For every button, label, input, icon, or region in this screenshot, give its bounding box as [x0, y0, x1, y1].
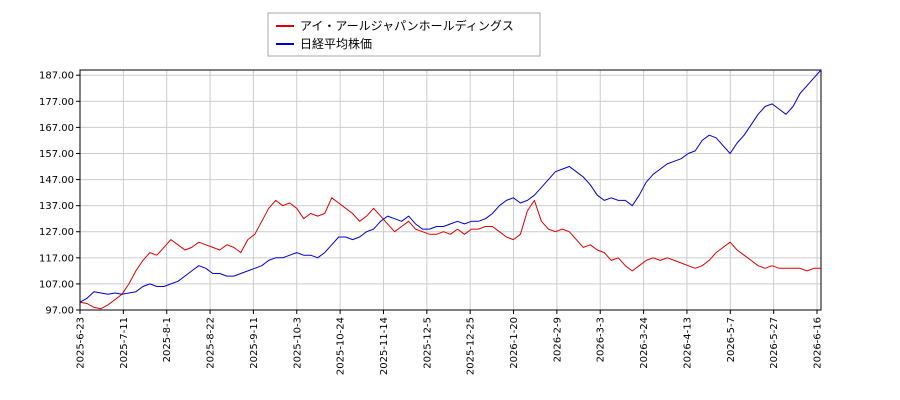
x-tick-label: 2026-6-16 — [813, 317, 824, 369]
y-tick-label: 167.00 — [39, 123, 74, 134]
x-tick-label: 2025-12-25 — [466, 317, 477, 375]
y-tick-label: 147.00 — [39, 175, 74, 186]
legend-box — [267, 12, 541, 57]
plot-area-frame — [79, 69, 822, 311]
x-tick-label: 2026-4-13 — [682, 317, 693, 369]
x-tick-label: 2025-8-1 — [162, 317, 173, 362]
x-tick-label: 2025-6-23 — [76, 317, 87, 369]
legend: アイ・アールジャパンホールディングス 日経平均株価 — [267, 12, 541, 57]
y-tick-label: 177.00 — [39, 97, 74, 108]
x-tick-label: 2025-8-22 — [206, 317, 217, 369]
x-tick-label: 2026-5-7 — [726, 317, 737, 362]
series-line-irjapan — [79, 197, 821, 310]
series-layer — [79, 69, 822, 310]
y-tick-label: 137.00 — [39, 201, 74, 212]
grid-lines — [79, 70, 821, 311]
x-tick-label: 2025-10-24 — [336, 317, 347, 375]
x-tick-label: 2025-11-14 — [379, 317, 390, 375]
x-tick-label: 2025-12-5 — [422, 317, 433, 369]
x-tick-label: 2025-7-11 — [119, 317, 130, 369]
y-tick-label: 107.00 — [39, 279, 74, 290]
y-tick-label: 117.00 — [39, 253, 74, 264]
x-tick-label: 2025-9-11 — [249, 317, 260, 369]
x-tick-label: 2026-5-27 — [769, 317, 780, 369]
y-tick-label: 157.00 — [39, 149, 74, 160]
y-tick-label: 97.00 — [45, 306, 74, 317]
y-tick-label: 127.00 — [39, 227, 74, 238]
legend-label-nikkei: 日経平均株価 — [300, 36, 372, 51]
y-tick-label: 187.00 — [39, 71, 74, 82]
x-axis-ticks: 2025-6-23 2025-7-11 2025-8-1 2025-8-22 2025-… — [76, 310, 824, 375]
series-line-nikkei — [79, 69, 822, 303]
y-axis-ticks: 97.00 107.00 117.00 127.00 137.00 147.00 157.0… — [39, 71, 80, 317]
legend-label-irjapan: アイ・アールジャパンホールディングス — [300, 18, 514, 33]
x-tick-label: 2026-3-3 — [596, 317, 607, 362]
x-tick-label: 2026-1-20 — [509, 317, 520, 369]
x-tick-label: 2026-2-9 — [552, 317, 563, 362]
x-tick-label: 2026-3-24 — [639, 317, 650, 369]
x-tick-label: 2025-10-3 — [292, 317, 303, 369]
